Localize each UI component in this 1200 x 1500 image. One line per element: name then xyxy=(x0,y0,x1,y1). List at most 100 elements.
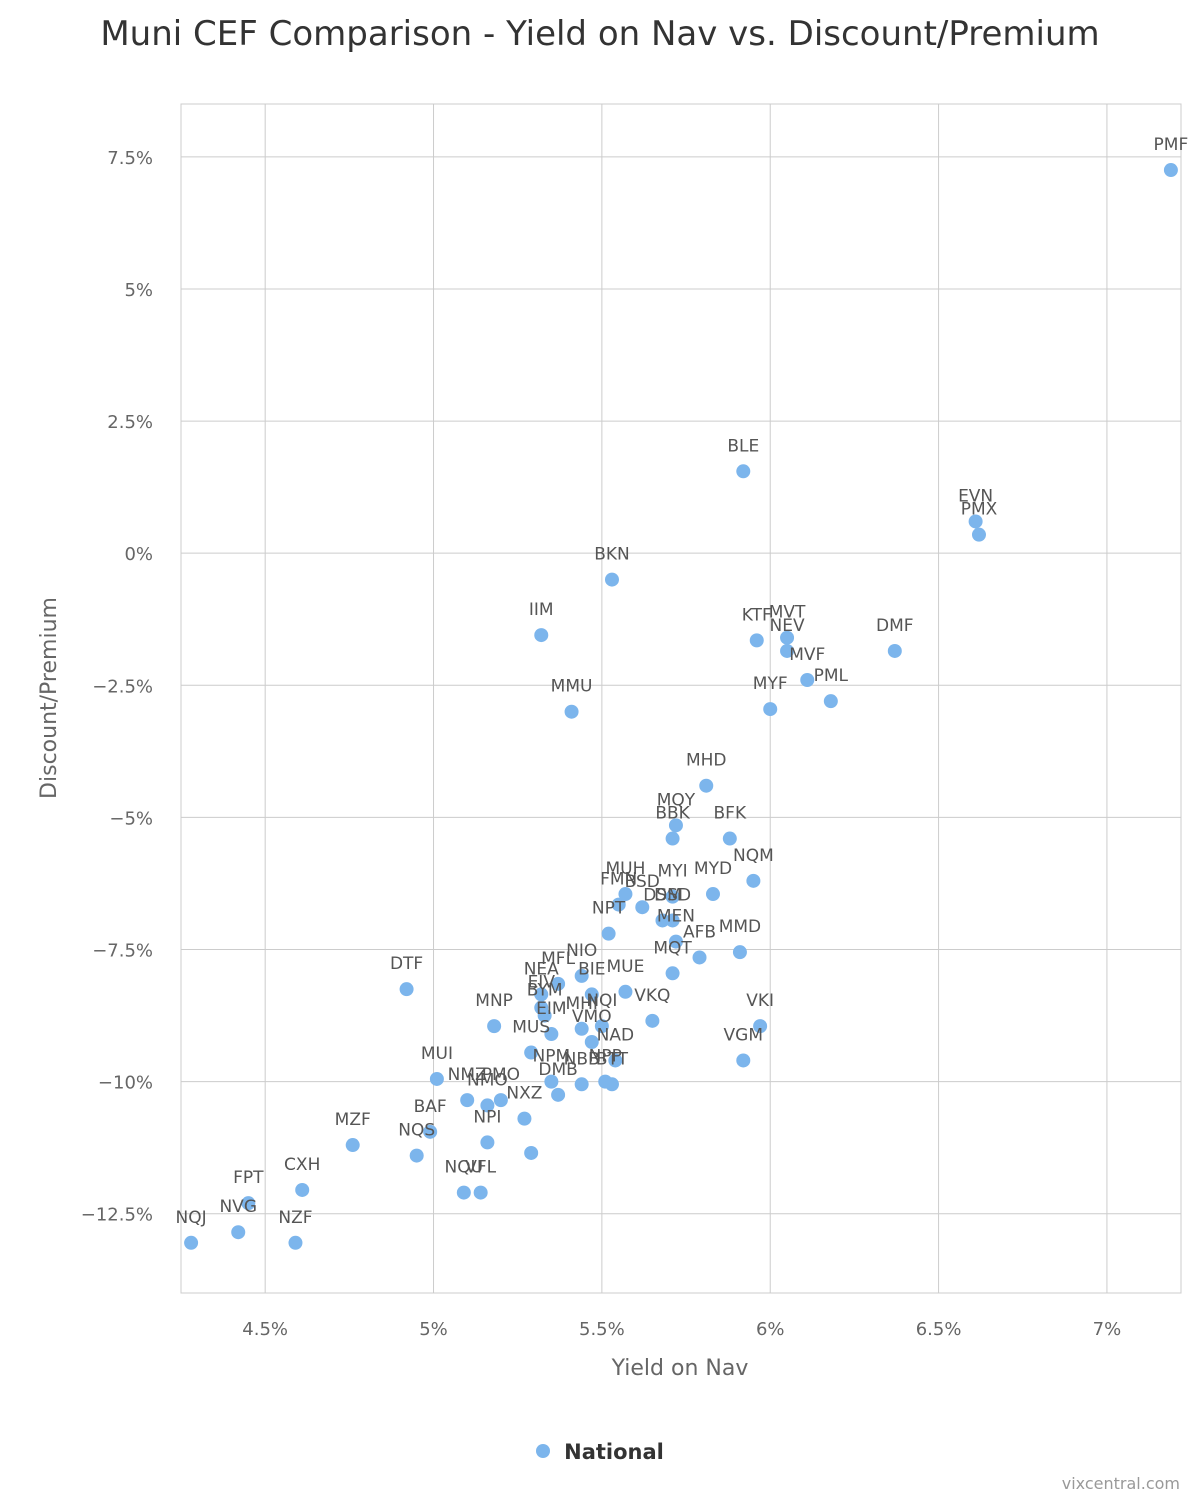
data-point[interactable] xyxy=(763,702,778,717)
data-point[interactable] xyxy=(524,1045,539,1060)
data-point[interactable] xyxy=(544,1027,559,1042)
data-point[interactable] xyxy=(618,887,633,902)
point-label: KTF xyxy=(742,605,772,625)
point-label: EIV xyxy=(528,973,556,993)
data-point[interactable] xyxy=(665,831,680,846)
data-point[interactable] xyxy=(487,1019,502,1034)
data-point[interactable] xyxy=(665,889,680,904)
data-point[interactable] xyxy=(608,1053,623,1068)
data-point[interactable] xyxy=(584,1034,599,1049)
point-label: MHI xyxy=(565,994,597,1014)
point-label: MMD xyxy=(719,917,761,937)
point-label: EVN xyxy=(958,486,993,506)
data-point[interactable] xyxy=(584,987,599,1002)
point-label: MZF xyxy=(335,1110,371,1130)
point-label: MQT xyxy=(653,938,692,958)
data-point[interactable] xyxy=(722,831,737,846)
data-point[interactable] xyxy=(517,1111,532,1126)
data-point[interactable] xyxy=(780,643,795,658)
data-point[interactable] xyxy=(604,1077,619,1092)
data-point[interactable] xyxy=(823,694,838,709)
data-point[interactable] xyxy=(399,982,414,997)
axes xyxy=(180,103,1182,1294)
data-point[interactable] xyxy=(423,1124,438,1139)
point-label: NPI xyxy=(473,1107,501,1127)
data-point[interactable] xyxy=(618,984,633,999)
data-point[interactable] xyxy=(705,887,720,902)
data-point[interactable] xyxy=(534,628,549,643)
data-point[interactable] xyxy=(231,1225,246,1240)
data-point[interactable] xyxy=(736,464,751,479)
point-label: MFL xyxy=(541,949,575,969)
data-point[interactable] xyxy=(473,1185,488,1200)
data-point[interactable] xyxy=(456,1185,471,1200)
credit-link[interactable]: vixcentral.com xyxy=(1061,1474,1180,1493)
data-point[interactable] xyxy=(551,976,566,991)
data-point[interactable] xyxy=(692,950,707,965)
data-point[interactable] xyxy=(800,673,815,688)
point-label: FMN xyxy=(600,870,637,890)
data-point[interactable] xyxy=(601,926,616,941)
data-point[interactable] xyxy=(611,897,626,912)
legend[interactable]: National xyxy=(0,1440,1200,1464)
point-label: NMZ xyxy=(448,1065,487,1085)
data-point[interactable] xyxy=(537,1008,552,1023)
point-label: BFK xyxy=(714,804,747,824)
point-label: DMF xyxy=(876,616,914,636)
data-point[interactable] xyxy=(604,572,619,587)
y-axis-label: Discount/Premium xyxy=(37,597,62,799)
data-point[interactable] xyxy=(665,913,680,928)
data-point[interactable] xyxy=(460,1093,475,1108)
legend-marker-icon xyxy=(536,1444,551,1458)
data-point[interactable] xyxy=(655,913,670,928)
x-tick-label: 4.5% xyxy=(242,1319,288,1340)
data-point[interactable] xyxy=(971,527,986,542)
point-label: MNP xyxy=(475,991,513,1011)
data-point[interactable] xyxy=(753,1019,768,1034)
data-point[interactable] xyxy=(968,514,983,529)
point-label: MVF xyxy=(789,645,825,665)
data-point[interactable] xyxy=(746,873,761,888)
data-point[interactable] xyxy=(493,1093,508,1108)
data-point[interactable] xyxy=(534,987,549,1002)
data-point[interactable] xyxy=(524,1145,539,1160)
data-point[interactable] xyxy=(635,900,650,915)
data-point[interactable] xyxy=(736,1053,751,1068)
data-point[interactable] xyxy=(699,778,714,793)
data-point[interactable] xyxy=(668,934,683,949)
data-point[interactable] xyxy=(665,966,680,981)
data-point[interactable] xyxy=(1163,163,1178,178)
point-label: BAF xyxy=(414,1097,447,1117)
point-label: NEA xyxy=(524,959,559,979)
data-point[interactable] xyxy=(288,1235,303,1250)
x-tick-label: 6% xyxy=(756,1319,785,1340)
y-tick-label: 0% xyxy=(124,544,153,565)
data-point[interactable] xyxy=(544,1074,559,1089)
point-label: VKQ xyxy=(634,986,670,1006)
data-point[interactable] xyxy=(749,633,764,648)
data-point[interactable] xyxy=(574,1077,589,1092)
data-point[interactable] xyxy=(241,1196,256,1211)
point-label: PMF xyxy=(1154,135,1189,155)
data-point[interactable] xyxy=(574,1021,589,1036)
data-point[interactable] xyxy=(551,1087,566,1102)
data-point[interactable] xyxy=(295,1182,310,1197)
data-point[interactable] xyxy=(574,968,589,983)
chart-title: Muni CEF Comparison - Yield on Nav vs. D… xyxy=(100,14,1100,54)
data-point[interactable] xyxy=(645,1013,660,1028)
data-point[interactable] xyxy=(184,1235,199,1250)
data-point[interactable] xyxy=(480,1135,495,1150)
data-point[interactable] xyxy=(887,643,902,658)
data-point[interactable] xyxy=(668,818,683,833)
data-point[interactable] xyxy=(345,1138,360,1153)
data-point[interactable] xyxy=(429,1071,444,1086)
data-point[interactable] xyxy=(780,630,795,645)
data-point[interactable] xyxy=(564,704,579,719)
point-label: VGM xyxy=(724,1025,763,1045)
data-point[interactable] xyxy=(480,1098,495,1113)
point-label: NMO xyxy=(467,1070,508,1090)
data-point[interactable] xyxy=(594,1019,609,1034)
data-point[interactable] xyxy=(732,945,747,960)
data-point[interactable] xyxy=(409,1148,424,1163)
